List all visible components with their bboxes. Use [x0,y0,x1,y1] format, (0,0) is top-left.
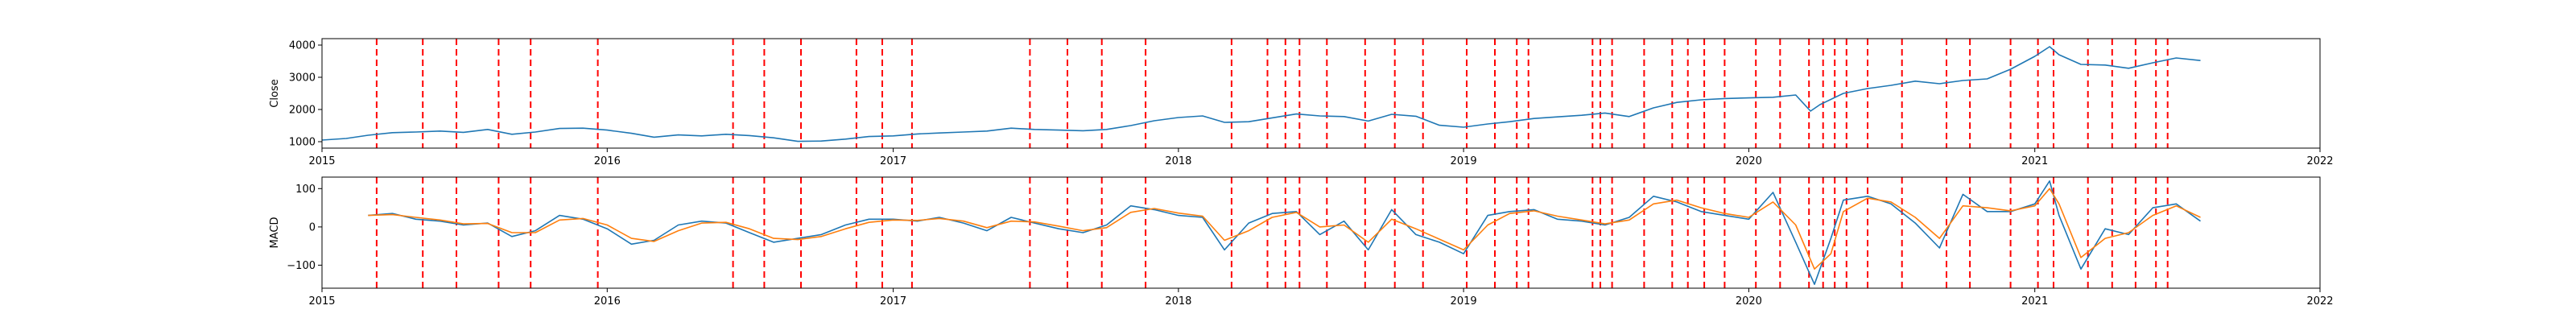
macd-series-line-1 [368,188,2201,270]
close-plot-area [322,39,2320,148]
macd-x-tick-label-1: 2016 [594,295,621,308]
close-x-tick-label-1: 2016 [594,155,621,167]
close-x-tick-label-0: 2015 [308,155,335,167]
close-x-tick-label-5: 2020 [1736,155,1762,167]
macd-x-tick-label-0: 2015 [308,295,335,308]
close-x-tick-label-2: 2017 [880,155,906,167]
close-y-axis: 1000 2000 3000 4000 [289,40,322,149]
macd-x-tick-label-7: 2022 [2306,295,2333,308]
close-plot-frame [321,38,2321,149]
macd-series-line-0 [368,180,2201,286]
macd-x-axis: 2015 2016 2017 2018 2019 2020 2021 2022 [308,288,2334,308]
macd-x-tick-label-6: 2021 [2021,295,2048,308]
close-y-axis-label: Close [269,79,281,107]
macd-plot-area [322,177,2320,288]
close-y-tick-label-1: 2000 [289,105,316,117]
close-price-panel: 2015 2016 2017 2018 2019 2020 2021 2022 1000 200… [269,38,2334,167]
macd-signal-markers [375,177,2169,288]
macd-y-axis-label: MACD [269,217,281,249]
close-series-line-0 [321,46,2201,142]
macd-y-axis: −100 0 100 [287,184,322,272]
close-x-tick-label-6: 2021 [2021,155,2048,167]
macd-panel: 2015 2016 2017 2018 2019 2020 2021 2022 −100 0 10… [269,176,2334,308]
close-y-tick-label-0: 1000 [289,137,316,149]
close-x-tick-label-7: 2022 [2306,155,2333,167]
close-x-axis: 2015 2016 2017 2018 2019 2020 2021 2022 [308,148,2334,167]
macd-series-group [368,180,2201,286]
macd-x-tick-label-5: 2020 [1736,295,1762,308]
macd-x-tick-label-2: 2017 [880,295,906,308]
close-y-tick-label-2: 3000 [289,72,316,85]
close-series-group [321,46,2201,142]
close-x-tick-label-4: 2019 [1451,155,1477,167]
close-x-tick-label-3: 2018 [1165,155,1191,167]
macd-x-tick-label-4: 2019 [1451,295,1477,308]
macd-plot-frame [321,176,2321,289]
macd-y-tick-label-1: 0 [309,221,316,233]
macd-y-tick-label-0: −100 [287,260,316,272]
close-y-tick-label-3: 4000 [289,40,316,52]
macd-x-tick-label-3: 2018 [1165,295,1191,308]
close-signal-markers [375,39,2169,148]
macd-y-tick-label-2: 100 [295,184,316,196]
